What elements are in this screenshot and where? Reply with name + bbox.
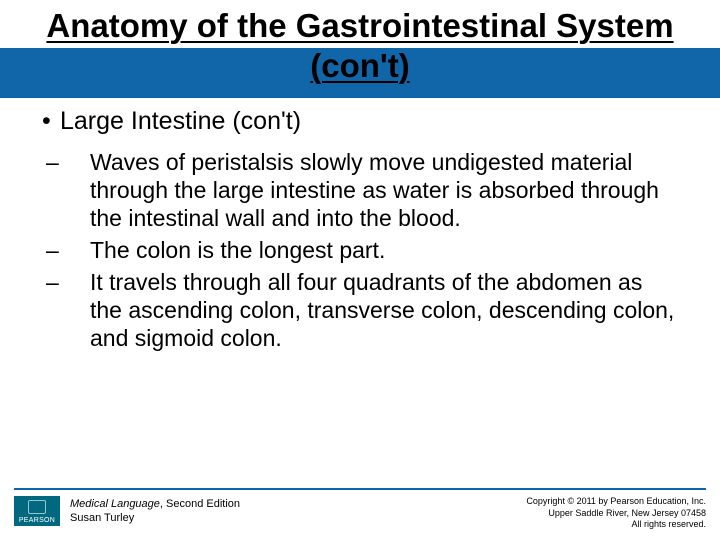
book-edition: , Second Edition [160,498,240,510]
copyright-line3: All rights reserved. [526,519,706,530]
pearson-logo: PEARSON [14,496,60,526]
slide-title: Anatomy of the Gastrointestinal System (… [0,0,720,89]
dash-marker: – [68,268,90,296]
bullet-level2-text: It travels through all four quadrants of… [90,269,674,351]
footer-region: PEARSON Medical Language, Second Edition… [0,488,720,530]
bullet-level2-text: The colon is the longest part. [90,237,385,263]
bullet-level1: •Large Intestine (con't) [42,107,690,136]
copyright-line1: Copyright © 2011 by Pearson Education, I… [526,496,706,507]
copyright-line2: Upper Saddle River, New Jersey 07458 [526,508,706,519]
title-region: Anatomy of the Gastrointestinal System (… [0,0,720,89]
dash-marker: – [68,236,90,264]
footer-row: PEARSON Medical Language, Second Edition… [14,496,706,530]
footer-left: PEARSON Medical Language, Second Edition… [14,496,240,526]
bullet-level2-text: Waves of peristalsis slowly move undiges… [90,149,659,231]
bullet-level2: –Waves of peristalsis slowly move undige… [90,148,690,232]
book-author: Susan Turley [70,511,240,525]
content-region: •Large Intestine (con't) –Waves of peris… [0,89,720,352]
bullet-level1-text: Large Intestine (con't) [60,107,301,135]
book-line1: Medical Language, Second Edition [70,497,240,511]
bullet-level2: –It travels through all four quadrants o… [90,268,690,352]
footer-right: Copyright © 2011 by Pearson Education, I… [526,496,706,530]
book-info: Medical Language, Second Edition Susan T… [70,497,240,526]
book-title: Medical Language [70,498,160,510]
bullet-marker: • [42,107,60,136]
bullet-level2: –The colon is the longest part. [90,236,690,264]
dash-marker: – [68,148,90,176]
footer-rule [14,488,706,490]
